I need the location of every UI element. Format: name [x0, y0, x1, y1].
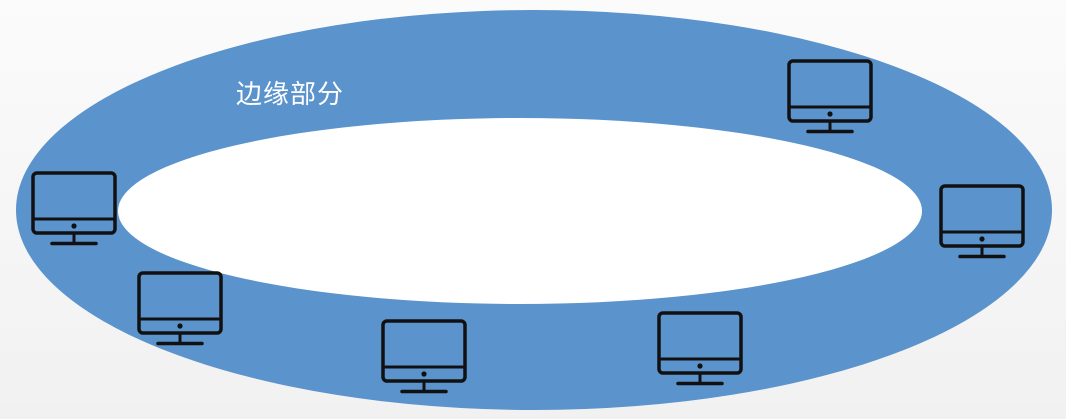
computer-monitor-icon [137, 271, 223, 346]
computer-monitor-icon [787, 59, 873, 134]
ring-label: 边缘部分 [236, 80, 345, 110]
monitor-left [30, 170, 118, 248]
computer-monitor-icon [381, 319, 467, 394]
computer-monitor-icon [31, 171, 117, 246]
ring-inner-hole [118, 118, 922, 304]
monitor-bottom-center-right [656, 310, 744, 388]
computer-monitor-icon [657, 311, 743, 386]
computer-monitor-icon [939, 184, 1025, 259]
monitor-bottom-center-left [380, 318, 468, 396]
monitor-top-right [786, 58, 874, 136]
monitor-bottom-left [136, 270, 224, 348]
monitor-right [938, 183, 1026, 261]
